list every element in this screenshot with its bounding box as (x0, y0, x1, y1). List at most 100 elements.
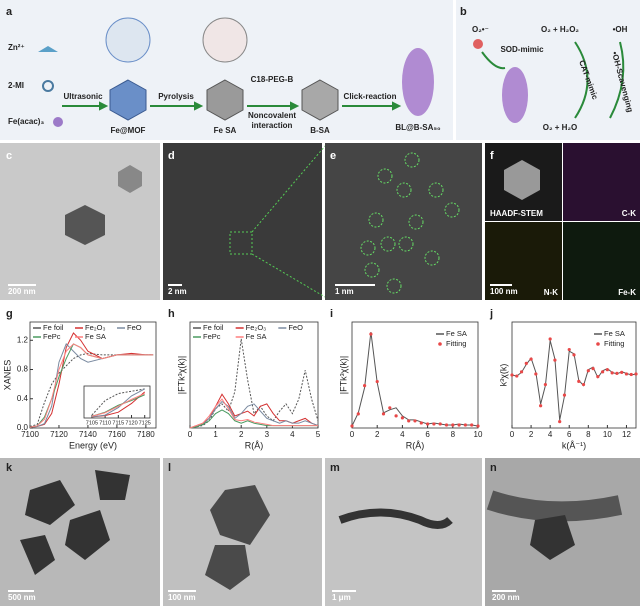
legend-label: Fe foil (43, 323, 64, 332)
x-axis-label: k(Å⁻¹) (562, 440, 586, 450)
data-point (375, 379, 379, 384)
scale-bar-label: 500 nm (8, 593, 36, 602)
scheme-text: SOD-mimic (500, 45, 544, 54)
data-point (620, 370, 624, 374)
data-point (388, 406, 392, 410)
x-tick-label: 2 (239, 430, 244, 439)
map-label: C-K (622, 209, 636, 218)
x-axis-label: R(Å) (245, 440, 264, 450)
panel-label: i (330, 308, 333, 320)
plot-frame (189, 321, 319, 429)
data-point (519, 370, 524, 374)
scale-bar-label: 1 μm (332, 593, 351, 602)
data-point (629, 372, 633, 377)
data-point (444, 423, 449, 427)
x-tick-label: 7120 (125, 420, 137, 426)
x-tick-label: 3 (265, 430, 270, 439)
x-tick-label: 7180 (137, 430, 155, 439)
data-point (558, 420, 562, 424)
data-point (553, 358, 557, 362)
n-map (485, 222, 562, 300)
x-tick-label: 0 (510, 430, 515, 439)
scale-bar-label: 2 nm (168, 287, 187, 296)
data-point (451, 423, 455, 427)
legend-label: Fitting (446, 339, 466, 348)
x-tick-label: 7100 (21, 430, 39, 439)
x-tick-label: 10 (603, 430, 612, 439)
fe-icon (53, 117, 63, 127)
legend-label: FeO (127, 323, 142, 332)
panel-label: j (489, 308, 493, 320)
data-point (534, 372, 538, 376)
fesa-particle (206, 79, 244, 121)
data-point (426, 422, 430, 426)
plot-frame (29, 321, 157, 429)
data-point (567, 347, 571, 352)
particle (504, 160, 540, 200)
particle (65, 205, 105, 245)
data-point (577, 379, 581, 383)
rod (338, 508, 453, 529)
data-point (476, 424, 480, 428)
data-point (438, 422, 442, 426)
x-axis-label: Energy (eV) (69, 440, 117, 450)
single-atom-circles (360, 152, 460, 294)
zoom-line (251, 145, 326, 233)
legend-label: Fe SA (446, 329, 467, 338)
y-tick-label: 0.0 (17, 423, 29, 432)
step-label: Click-reaction (344, 92, 397, 101)
panel-label: k (6, 462, 13, 474)
mof-zoom (105, 17, 151, 63)
y-axis-label: XANES (2, 360, 12, 391)
x-tick-label: 0 (350, 430, 355, 439)
y-axis-label: |FTk³χ(k)| (338, 356, 348, 394)
data-point (548, 337, 552, 341)
product-label: Fe SA (214, 126, 237, 135)
scale-bar-label: 200 nm (8, 287, 36, 296)
data-point (562, 393, 567, 397)
panel-label: l (168, 462, 171, 474)
legend-label: FePc (43, 332, 61, 341)
y-axis-label: |FTk³χ(k)| (176, 356, 186, 394)
fe-map (563, 222, 640, 300)
data-point (572, 353, 576, 357)
particles (20, 470, 130, 575)
product-label: Fe@MOF (111, 126, 146, 135)
scheme-text: O₂•⁻ (472, 25, 489, 34)
x-tick-label: 7120 (50, 430, 68, 439)
series-line (29, 343, 154, 428)
c-map (563, 143, 640, 221)
data-point (413, 419, 417, 423)
panel-label: f (490, 150, 494, 162)
data-point (470, 423, 474, 427)
data-point (586, 369, 590, 373)
x-tick-label: 4 (400, 430, 405, 439)
reagent-label: 2-MI (8, 81, 24, 90)
y-tick-label: 0.4 (17, 394, 29, 403)
panel-label: a (6, 6, 13, 18)
data-point (601, 370, 605, 374)
mi-icon (42, 80, 54, 92)
data-point (581, 382, 586, 387)
x-tick-label: 7160 (108, 430, 126, 439)
scheme-text: O₂ + H₂O₂ (541, 25, 579, 34)
x-tick-label: 7115 (112, 420, 124, 426)
product-label: B-SA (310, 126, 330, 135)
panel-label: m (330, 462, 340, 474)
panel-label: n (490, 462, 497, 474)
map-label: N-K (544, 288, 558, 297)
panel-label: h (168, 308, 175, 320)
scheme-text: •OH (613, 25, 628, 34)
step-label: C18-PEG-B (251, 75, 294, 84)
x-tick-label: 12 (622, 430, 631, 439)
data-point (524, 361, 528, 365)
fesa-zoom (202, 17, 248, 63)
data-point (615, 371, 619, 376)
data-point (381, 412, 386, 416)
legend-label: Fe₂O₃ (246, 323, 267, 332)
legend-swatch (438, 342, 442, 346)
x-tick-label: 7105 (86, 420, 98, 426)
x-tick-label: 10 (474, 430, 483, 439)
data-point (529, 357, 533, 361)
